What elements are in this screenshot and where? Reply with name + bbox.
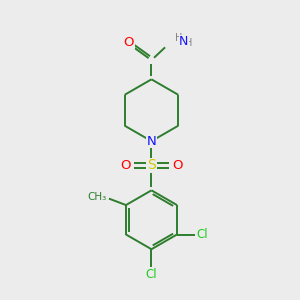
Text: CH₃: CH₃ — [87, 192, 106, 203]
Text: O: O — [172, 159, 183, 172]
Text: O: O — [120, 159, 131, 172]
Text: H: H — [175, 33, 182, 43]
Text: S: S — [147, 158, 156, 172]
Text: N: N — [179, 35, 188, 48]
Text: N: N — [147, 135, 156, 148]
Text: O: O — [124, 36, 134, 49]
Text: Cl: Cl — [146, 268, 157, 281]
Text: Cl: Cl — [196, 228, 208, 241]
Text: H: H — [185, 38, 193, 47]
